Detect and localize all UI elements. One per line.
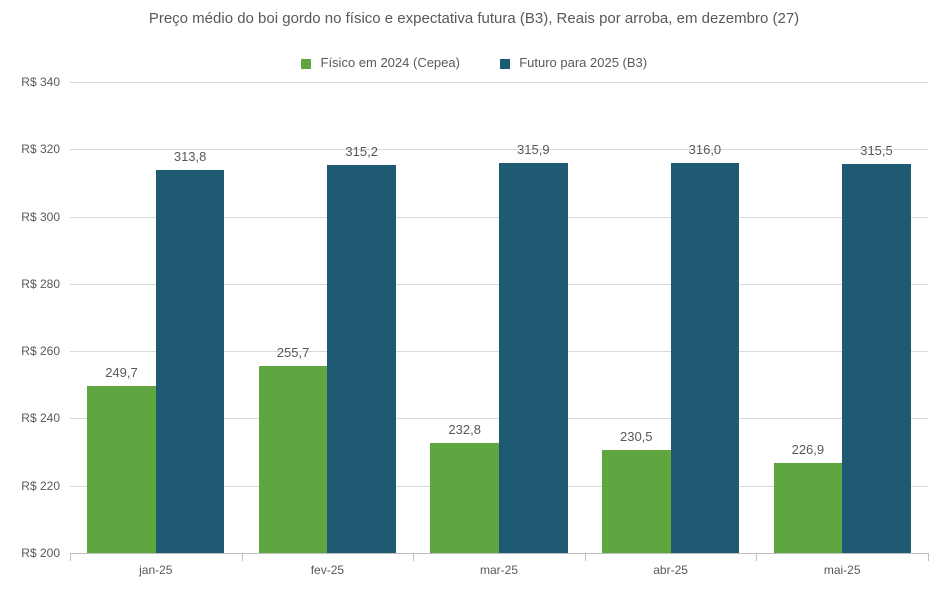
y-axis-label: R$ 340 — [21, 75, 70, 89]
x-tick — [756, 553, 757, 561]
chart-title: Preço médio do boi gordo no físico e exp… — [0, 10, 948, 27]
legend-item-futuro: Futuro para 2025 (B3) — [500, 55, 648, 70]
x-tick — [70, 553, 71, 561]
gridline — [70, 82, 928, 83]
bar: 226,9 — [774, 463, 843, 553]
legend-label-fisico: Físico em 2024 (Cepea) — [321, 55, 460, 70]
legend: Físico em 2024 (Cepea) Futuro para 2025 … — [0, 54, 948, 70]
legend-swatch-fisico — [301, 59, 311, 69]
x-axis-label: jan-25 — [139, 553, 172, 577]
x-axis-label: mai-25 — [824, 553, 861, 577]
bar: 315,5 — [842, 164, 911, 553]
bar: 255,7 — [259, 366, 328, 553]
bar: 230,5 — [602, 450, 671, 553]
x-axis-label: fev-25 — [311, 553, 344, 577]
y-axis-label: R$ 300 — [21, 210, 70, 224]
bar: 315,2 — [327, 165, 396, 553]
y-axis-label: R$ 320 — [21, 142, 70, 156]
bar-value-label: 315,2 — [345, 144, 378, 165]
bar-value-label: 232,8 — [448, 422, 481, 443]
plot-area: R$ 200R$ 220R$ 240R$ 260R$ 280R$ 300R$ 3… — [70, 82, 928, 553]
bar-value-label: 226,9 — [792, 442, 825, 463]
y-axis-label: R$ 220 — [21, 479, 70, 493]
y-axis-label: R$ 260 — [21, 344, 70, 358]
y-axis-label: R$ 200 — [21, 546, 70, 560]
bar-value-label: 316,0 — [689, 142, 722, 163]
bar-value-label: 249,7 — [105, 365, 138, 386]
bar: 249,7 — [87, 386, 156, 553]
bar: 315,9 — [499, 163, 568, 553]
y-axis-label: R$ 240 — [21, 411, 70, 425]
legend-label-futuro: Futuro para 2025 (B3) — [519, 55, 647, 70]
x-tick — [242, 553, 243, 561]
x-tick — [928, 553, 929, 561]
bar-value-label: 315,5 — [860, 143, 893, 164]
bar-value-label: 255,7 — [277, 345, 310, 366]
bar-value-label: 313,8 — [174, 149, 207, 170]
price-chart: Preço médio do boi gordo no físico e exp… — [0, 0, 948, 589]
bar: 232,8 — [430, 443, 499, 553]
bar: 313,8 — [156, 170, 225, 553]
x-axis-label: mar-25 — [480, 553, 518, 577]
x-tick — [413, 553, 414, 561]
y-axis-label: R$ 280 — [21, 277, 70, 291]
x-tick — [585, 553, 586, 561]
bar-value-label: 230,5 — [620, 429, 653, 450]
legend-item-fisico: Físico em 2024 (Cepea) — [301, 55, 460, 70]
bar-value-label: 315,9 — [517, 142, 550, 163]
bar: 316,0 — [671, 163, 740, 553]
x-axis-label: abr-25 — [653, 553, 688, 577]
legend-swatch-futuro — [500, 59, 510, 69]
